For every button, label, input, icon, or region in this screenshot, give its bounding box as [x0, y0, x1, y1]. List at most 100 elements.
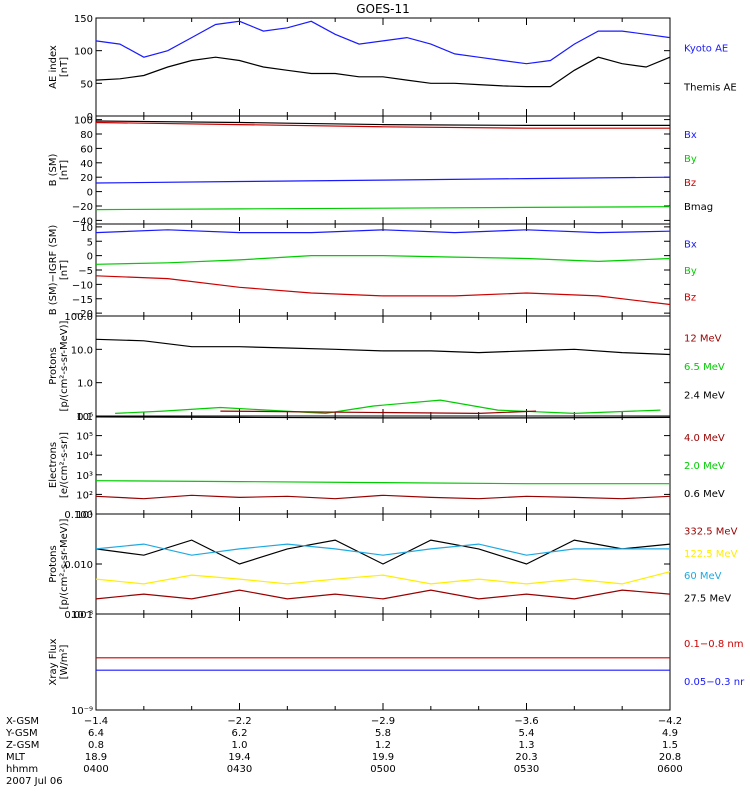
legend-entry: 122.5 MeV [684, 549, 738, 560]
y-axis-label: [nT] [59, 260, 70, 280]
legend-entry: Kyoto AE [684, 43, 728, 54]
y-tick-label: 10⁻⁹ [71, 706, 93, 717]
x-axis-tick-value: −2.2 [227, 716, 251, 727]
x-axis-tick-value: 0600 [657, 764, 682, 775]
legend-entry: 12 MeV [684, 333, 722, 344]
y-tick-label: −20 [72, 309, 93, 320]
y-tick-label: 20 [80, 173, 93, 184]
x-axis-tick-value: 4.9 [662, 728, 678, 739]
y-axis-label: [W/m²] [59, 644, 70, 679]
legend-entry: Bz [684, 292, 696, 303]
panel-frame [95, 315, 671, 417]
x-axis-tick-value: 19.4 [228, 752, 250, 763]
series-by [95, 255, 671, 265]
y-tick-label: 80 [80, 130, 93, 141]
series-2-0-mev [95, 480, 670, 485]
y-axis-label: B (SM) [48, 153, 59, 186]
y-tick-label: 10⁴ [76, 451, 93, 462]
y-tick-label: 100 [74, 47, 93, 58]
series-12-mev [220, 410, 537, 415]
panel-xray: 10⁻⁸ 10⁻⁹ Xray Flux [W/m²] 0.1−0.8 nm 0.05−0.… [48, 610, 745, 717]
series-60-mev [95, 543, 670, 556]
y-axis-label: Electrons [48, 442, 59, 488]
y-tick-label: 10² [76, 490, 93, 501]
y-axis-label: AE index [48, 45, 59, 89]
y-axis-label: [p/(cm²-s-sr-MeV)] [59, 320, 70, 411]
x-axis-tick-value: 6.4 [88, 728, 104, 739]
y-tick-label: 150 [74, 14, 93, 25]
y-tick-label: 60 [80, 144, 93, 155]
y-tick-label: 10³ [76, 471, 93, 482]
y-tick-label: 0 [87, 252, 93, 263]
legend-entry: 332.5 MeV [684, 527, 738, 538]
legend-entry: Themis AE [683, 83, 737, 94]
x-axis-row-label: Y-GSM [5, 728, 38, 739]
x-axis-tick-value: 19.9 [372, 752, 394, 763]
y-tick-label: −15 [72, 295, 93, 306]
y-tick-label: 0 [87, 112, 93, 123]
y-tick-label: −40 [72, 216, 93, 227]
panel-protons_lo: 0.100 0.010 0.001 Protons [p/(cm²-s-sr-MeV)]… [48, 510, 738, 621]
y-tick-label: −10 [72, 280, 93, 291]
legend-entry: 60 MeV [684, 571, 722, 582]
y-tick-label: 0.001 [64, 610, 93, 621]
legend-entry: Bz [684, 178, 696, 189]
y-axis-label: [p/(cm²-s-sr-MeV)] [59, 518, 70, 609]
y-tick-label: 100 [74, 116, 93, 127]
series-bz [95, 121, 670, 129]
x-axis-tick-value: −1.4 [84, 716, 108, 727]
series-bmag [95, 120, 670, 127]
panel-bsm: 100 80 60 40 20 0 −20 −40 B (SM) [nT] Bx By Bz Bmag [48, 115, 713, 227]
y-tick-label: 0.1 [77, 412, 93, 423]
y-tick-label: 10 [80, 223, 93, 234]
x-axis-tick-value: 20.3 [515, 752, 537, 763]
y-axis-label: [nT] [59, 57, 70, 77]
y-tick-label: −5 [78, 266, 93, 277]
y-tick-label: 0.010 [64, 560, 93, 571]
y-tick-label: 100.0 [64, 312, 93, 323]
x-axis-tick-value: 0530 [514, 764, 539, 775]
panel-bdiff: 10 5 0 −5 −10 −15 −20 B (SM)−IGRF (SM) [nT] Bx By B… [48, 223, 697, 320]
series-2-4-mev [95, 338, 671, 356]
x-axis-tick-value: 1.0 [232, 740, 248, 751]
panel-electrons: 10⁶ 10⁵ 10⁴ 10³ 10² 10¹ Electrons [e/(cm²-s-sr)… [48, 412, 725, 521]
y-tick-label: 0 [87, 188, 93, 199]
legend-entry: Bmag [684, 202, 713, 213]
legend-entry: Bx [684, 130, 697, 141]
x-axis-tick-value: 5.4 [519, 728, 535, 739]
legend-entry: Bx [684, 240, 697, 251]
legend-entry: 2.0 MeV [684, 461, 725, 472]
y-tick-label: 10⁻⁸ [71, 610, 93, 621]
y-tick-label: 10.0 [71, 345, 93, 356]
series-bz [95, 275, 671, 306]
series-27-5-mev [95, 539, 671, 565]
x-axis-tick-value: 1.2 [375, 740, 391, 751]
x-axis-tick-value: 5.8 [375, 728, 391, 739]
x-axis-tick-value: −3.6 [514, 716, 538, 727]
x-axis-tick-value: −2.9 [371, 716, 395, 727]
x-axis-row-label: MLT [6, 752, 26, 763]
panel-protons_hi: 100.0 10.0 1.0 0.1 Protons [p/(cm²-s-sr-MeV)]… [48, 312, 725, 423]
legend-entry: 2.4 MeV [684, 391, 725, 402]
series-by [95, 206, 671, 211]
x-axis-tick-value: −4.2 [658, 716, 682, 727]
legend-entry: 0.05−0.3 nr [684, 677, 745, 688]
y-axis-label: B (SM)−IGRF (SM) [48, 225, 59, 316]
panel-ae: 0 50 100 150 AE index [nT] Kyoto AE Themis AE [48, 14, 737, 123]
x-axis-row-label: hhmm [6, 764, 38, 775]
y-tick-label: 10⁵ [76, 432, 93, 443]
y-axis-label: [nT] [59, 160, 70, 180]
x-axis-tick-value: 1.5 [662, 740, 678, 751]
y-tick-label: 1.0 [77, 379, 93, 390]
y-axis-label: Protons [48, 347, 59, 384]
legend-entry: By [684, 154, 697, 165]
series-332-5-mev [95, 589, 671, 600]
x-axis-tick-value: 0400 [83, 764, 108, 775]
panel-frame [95, 415, 671, 515]
legend-entry: By [684, 266, 697, 277]
y-tick-label: 10⁶ [76, 412, 93, 423]
series-themis-ae [95, 56, 671, 88]
x-axis-tick-value: 18.9 [85, 752, 107, 763]
